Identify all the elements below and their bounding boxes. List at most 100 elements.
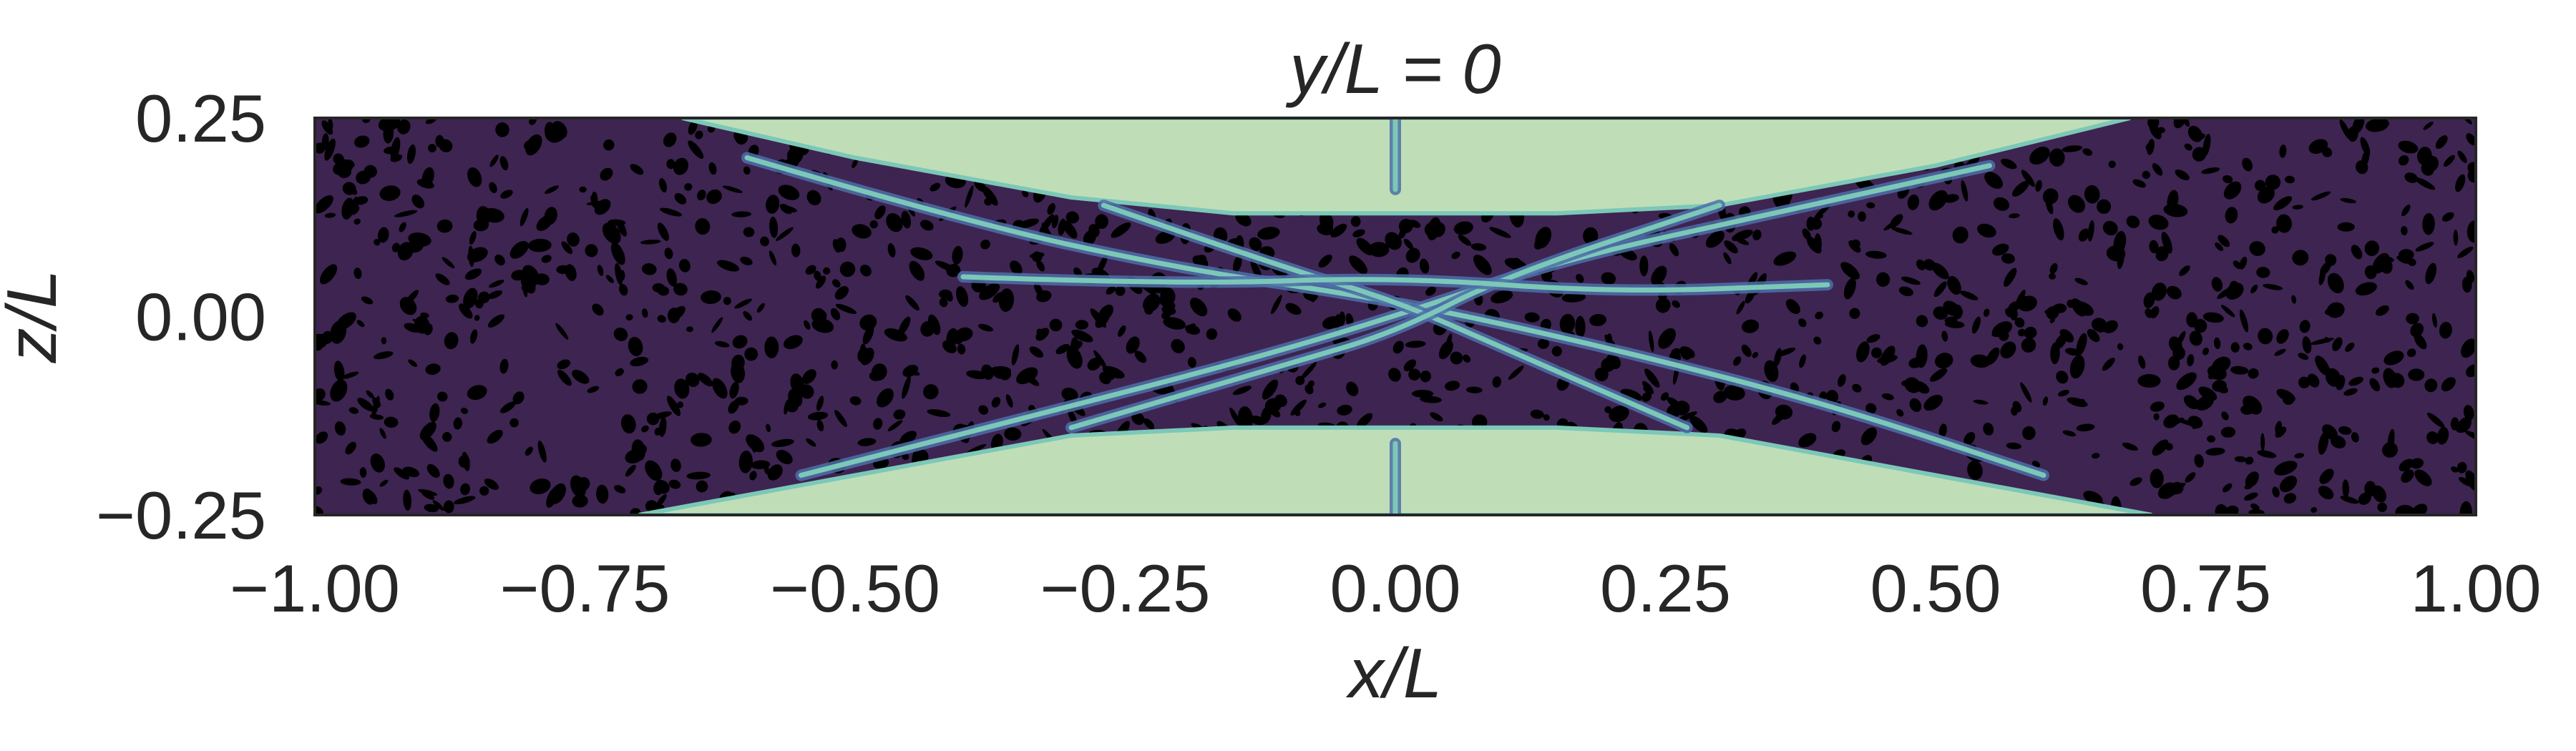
speckle bbox=[978, 323, 993, 332]
speckle bbox=[353, 267, 362, 280]
speckle bbox=[939, 289, 952, 299]
speckle bbox=[2076, 423, 2095, 432]
speckle bbox=[378, 118, 401, 132]
speckle bbox=[2426, 431, 2439, 444]
speckle bbox=[361, 296, 374, 305]
x-tick-label: 0.50 bbox=[1870, 551, 2001, 626]
speckle bbox=[546, 487, 559, 508]
speckle bbox=[2318, 268, 2326, 285]
speckle bbox=[1772, 413, 1785, 426]
speckle bbox=[2137, 374, 2161, 388]
speckle bbox=[353, 218, 361, 225]
speckle bbox=[991, 397, 1001, 408]
speckle bbox=[2062, 145, 2083, 152]
speckle bbox=[1005, 394, 1013, 408]
speckle bbox=[1235, 212, 1252, 227]
speckle bbox=[1405, 247, 1420, 263]
speckle bbox=[495, 122, 509, 137]
speckle bbox=[2129, 477, 2142, 486]
speckle bbox=[2176, 372, 2197, 391]
speckle bbox=[1405, 340, 1426, 348]
speckle bbox=[2011, 180, 2029, 197]
speckle bbox=[646, 412, 660, 426]
speckle bbox=[2352, 118, 2365, 134]
speckle bbox=[734, 298, 753, 309]
speckle bbox=[2424, 378, 2438, 393]
speckle bbox=[776, 227, 794, 241]
speckle bbox=[341, 371, 359, 379]
speckle bbox=[1349, 255, 1368, 275]
y-tick-labels: 0.25 0.00 −0.25 bbox=[96, 81, 266, 553]
speckle bbox=[2414, 469, 2432, 486]
speckle bbox=[379, 185, 401, 201]
speckle bbox=[443, 500, 454, 514]
speckle bbox=[1029, 346, 1044, 358]
speckle bbox=[2298, 376, 2311, 388]
speckle bbox=[328, 118, 333, 129]
y-tick-label: −0.25 bbox=[96, 478, 266, 553]
speckle bbox=[620, 414, 636, 434]
speckle bbox=[1430, 412, 1443, 422]
speckle bbox=[469, 231, 477, 245]
speckle bbox=[489, 182, 497, 193]
speckle bbox=[333, 360, 345, 382]
speckle bbox=[2340, 197, 2356, 204]
speckle bbox=[923, 384, 939, 400]
speckle bbox=[686, 471, 711, 480]
speckle bbox=[717, 260, 740, 272]
speckle bbox=[2396, 255, 2411, 264]
speckle bbox=[2463, 405, 2474, 421]
speckle bbox=[2406, 348, 2416, 358]
speckle bbox=[1285, 303, 1302, 315]
speckle bbox=[1392, 340, 1404, 354]
speckle bbox=[2345, 343, 2355, 352]
speckle bbox=[428, 144, 436, 153]
speckle bbox=[2024, 326, 2037, 339]
speckle bbox=[2254, 180, 2266, 192]
x-tick-label: −0.75 bbox=[500, 551, 670, 626]
speckle bbox=[1733, 356, 1742, 366]
speckle bbox=[632, 379, 648, 394]
x-tick-label: 0.75 bbox=[2140, 551, 2271, 626]
speckle bbox=[899, 431, 917, 445]
speckle bbox=[708, 162, 717, 175]
speckle bbox=[1641, 391, 1652, 402]
speckle bbox=[1352, 229, 1365, 237]
speckle bbox=[1890, 227, 1913, 235]
speckle bbox=[674, 193, 687, 205]
plot-area bbox=[315, 118, 2476, 515]
speckle bbox=[2332, 337, 2343, 351]
speckle bbox=[2171, 481, 2184, 495]
speckle bbox=[527, 238, 552, 252]
speckle bbox=[2185, 472, 2196, 483]
speckle bbox=[873, 418, 883, 430]
speckle bbox=[2260, 433, 2265, 451]
speckle bbox=[1115, 285, 1126, 296]
speckle bbox=[1134, 350, 1147, 363]
speckle bbox=[2414, 333, 2427, 350]
speckle bbox=[524, 139, 535, 150]
speckle bbox=[1163, 317, 1186, 330]
x-tick-label: 0.00 bbox=[1330, 551, 1461, 626]
speckle bbox=[2265, 175, 2281, 190]
speckle bbox=[2358, 492, 2371, 505]
speckle bbox=[2152, 439, 2169, 456]
speckle bbox=[2208, 365, 2221, 380]
speckle bbox=[348, 407, 359, 414]
speckle bbox=[556, 265, 570, 275]
speckle bbox=[942, 340, 957, 353]
speckle bbox=[625, 314, 633, 321]
speckle bbox=[1849, 308, 1860, 319]
speckle bbox=[1865, 250, 1887, 259]
speckle bbox=[1229, 407, 1241, 426]
speckle bbox=[666, 159, 675, 170]
speckle bbox=[1850, 239, 1860, 249]
speckle bbox=[2001, 158, 2017, 170]
speckle bbox=[2348, 376, 2363, 386]
speckle bbox=[1643, 384, 1652, 393]
speckle bbox=[1194, 255, 1207, 267]
speckle bbox=[1385, 232, 1402, 250]
speckle bbox=[567, 232, 580, 247]
speckle bbox=[384, 416, 399, 428]
speckle bbox=[2167, 355, 2180, 370]
